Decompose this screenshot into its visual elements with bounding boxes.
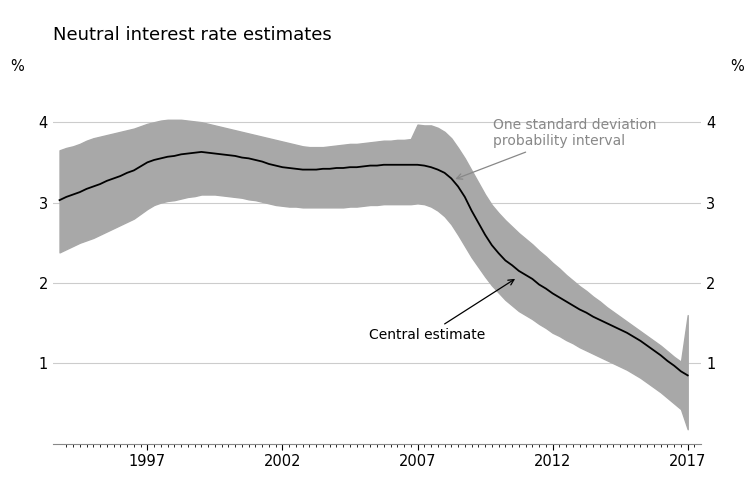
Text: Central estimate: Central estimate [369,280,514,342]
Text: Neutral interest rate estimates: Neutral interest rate estimates [53,26,332,44]
Text: %: % [10,59,23,74]
Text: One standard deviation
probability interval: One standard deviation probability inter… [457,118,657,179]
Text: %: % [731,59,744,74]
